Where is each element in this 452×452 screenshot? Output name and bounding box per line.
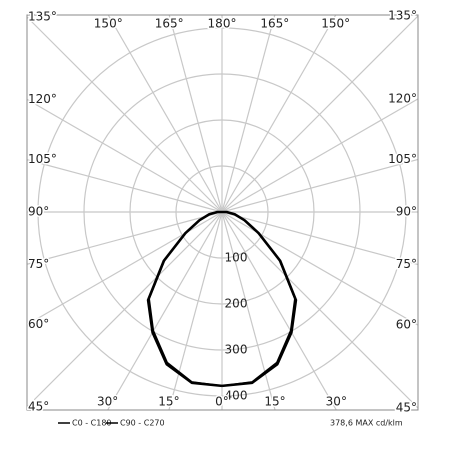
max-label: 378,6 MAX cd/klm	[330, 419, 403, 428]
r-tick-label: 400	[225, 389, 248, 403]
angle-label: 120°	[28, 92, 57, 106]
radial-line	[221, 14, 276, 213]
r-tick-label: 200	[225, 297, 248, 311]
radial-line	[221, 211, 419, 266]
angle-label: 30°	[97, 395, 118, 409]
radial-line	[168, 14, 223, 213]
r-tick-label: 300	[225, 343, 248, 357]
angle-label: 150°	[94, 17, 123, 31]
angle-label: 105°	[388, 152, 417, 166]
radial-line	[26, 159, 223, 213]
angle-label: 165°	[155, 17, 184, 31]
angle-label: 60°	[28, 317, 49, 331]
angle-label: 135°	[388, 9, 417, 23]
angle-label: 15°	[264, 395, 285, 409]
angle-label: 75°	[396, 257, 417, 271]
r-tick-label: 100	[225, 251, 248, 265]
radial-line	[26, 16, 223, 213]
radial-line	[26, 211, 223, 326]
radial-line	[107, 14, 223, 213]
angle-label: 75°	[28, 257, 49, 271]
radial-line	[221, 98, 419, 213]
angle-label: 0°	[215, 395, 229, 409]
radial-line	[26, 211, 223, 265]
angle-label: 15°	[158, 395, 179, 409]
radial-line	[26, 98, 223, 213]
grid	[26, 14, 419, 411]
radial-line	[26, 211, 223, 408]
angle-label: 135°	[28, 10, 57, 24]
angle-label: 45°	[28, 400, 49, 414]
frame	[26, 14, 419, 411]
radial-line	[221, 211, 337, 411]
legend-label: C90 - C270	[120, 419, 165, 428]
angle-label: 165°	[260, 17, 289, 31]
angle-label: 30°	[326, 395, 347, 409]
intensity-curve	[148, 211, 223, 387]
angle-label: 45°	[396, 401, 417, 415]
curves	[146, 210, 298, 388]
angle-label: 90°	[396, 205, 417, 219]
radial-line	[107, 211, 223, 411]
angle-label: 60°	[396, 318, 417, 332]
radial-line	[221, 211, 276, 411]
radial-line	[221, 14, 337, 213]
angle-label: 120°	[388, 91, 417, 105]
radial-line	[168, 211, 223, 411]
angle-label: 150°	[321, 17, 350, 31]
radial-line	[221, 15, 419, 213]
radial-line	[221, 158, 419, 213]
intensity-curve	[221, 211, 296, 387]
legend-label: C0 - C180	[72, 419, 112, 428]
angle-label: 105°	[28, 152, 57, 166]
radial-line	[221, 211, 419, 326]
radial-line	[221, 211, 419, 409]
angle-label: 90°	[28, 205, 49, 219]
intensity-curve	[146, 210, 223, 388]
angle-label: 180°	[208, 17, 237, 31]
